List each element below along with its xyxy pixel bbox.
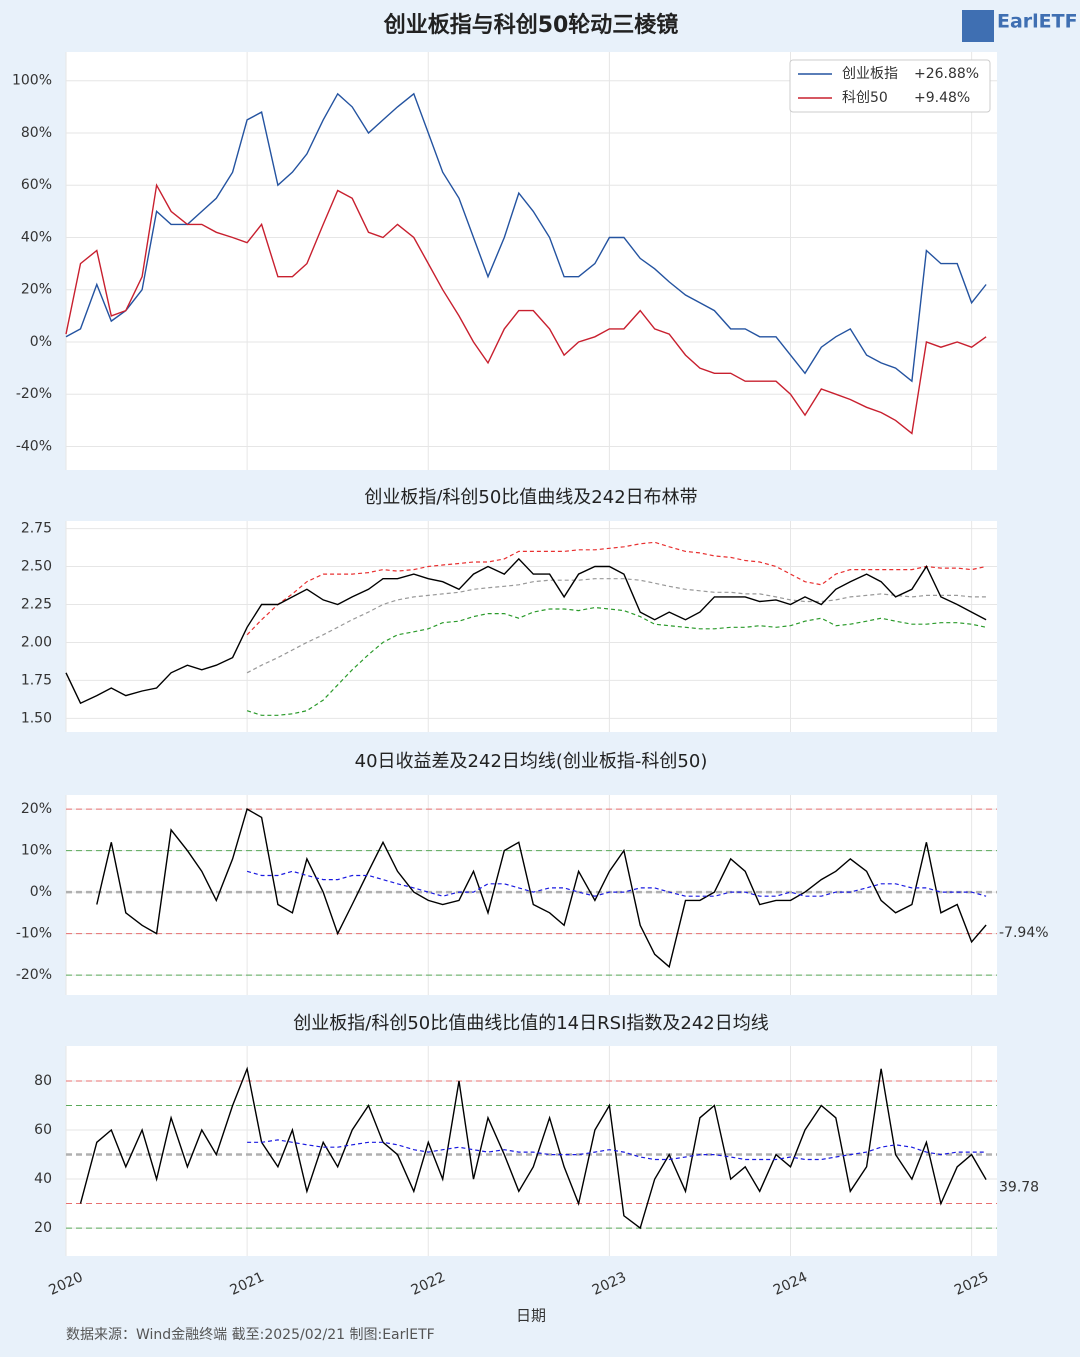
legend-box [789,59,991,113]
series-line [96,808,987,969]
plot-area [66,521,997,732]
series-line [79,1066,987,1230]
series-line [246,870,987,897]
y-tick-label: -20% [16,386,52,402]
y-tick-label: -10% [16,926,52,942]
y-tick-label: 20 [34,1220,52,1236]
y-tick-label: 40 [34,1171,52,1187]
end-label: -7.94% [999,925,1049,941]
y-tick-label: 2.25 [21,596,52,612]
y-tick-label: 80% [21,125,52,141]
legend-change: +26.88% [914,66,979,82]
y-tick-label: 2.50 [21,559,52,575]
logo-icon [962,10,994,42]
y-tick-label: 0% [30,884,52,900]
series-line [246,578,987,674]
series-line [65,92,987,383]
y-tick-label: 100% [12,73,52,89]
y-tick-label: 1.75 [21,672,52,688]
series-line [65,557,987,705]
panel-title: 40日收益差及242日均线(创业板指-科创50) [355,751,708,772]
y-tick-label: 60% [21,177,52,193]
y-tick-label: 20% [21,282,52,298]
footer: 数据来源：Wind金融终端 截至:2025/02/21 制图:EarlETF [66,1327,435,1343]
panel-title: 创业板指/科创50比值曲线比值的14日RSI指数及242日均线 [293,1013,768,1034]
legend-label: 科创50 [842,90,888,106]
y-tick-label: -40% [16,438,52,454]
x-tick-label: 2020 [46,1269,85,1299]
y-tick-label: 1.50 [21,710,52,726]
x-axis-label: 日期 [516,1307,546,1325]
y-tick-label: 60 [34,1122,52,1138]
legend-change: +9.48% [914,90,970,106]
x-tick-label: 2024 [771,1269,810,1299]
y-tick-label: 20% [21,801,52,817]
series-line [246,541,987,636]
series-line [246,606,987,716]
y-tick-label: 10% [21,843,52,859]
plot-area [66,52,997,470]
y-tick-label: 80 [34,1073,52,1089]
y-tick-label: 2.00 [21,634,52,650]
y-tick-label: 40% [21,229,52,245]
end-label: 39.78 [999,1180,1039,1196]
x-tick-label: 2025 [952,1269,991,1299]
series-line [247,1139,987,1161]
y-tick-label: 0% [30,334,52,350]
series-line [65,183,987,435]
x-tick-label: 2023 [590,1269,629,1299]
x-tick-label: 2021 [228,1269,267,1299]
x-tick-label: 2022 [409,1269,448,1299]
page-title: 创业板指与科创50轮动三棱镜 [383,12,679,38]
plot-area [66,1046,997,1256]
panel-title: 创业板指/科创50比值曲线及242日布林带 [364,487,697,508]
legend-label: 创业板指 [842,66,898,82]
logo: EarlETF [997,11,1078,33]
y-tick-label: -20% [16,967,52,983]
y-tick-label: 2.75 [21,521,52,537]
